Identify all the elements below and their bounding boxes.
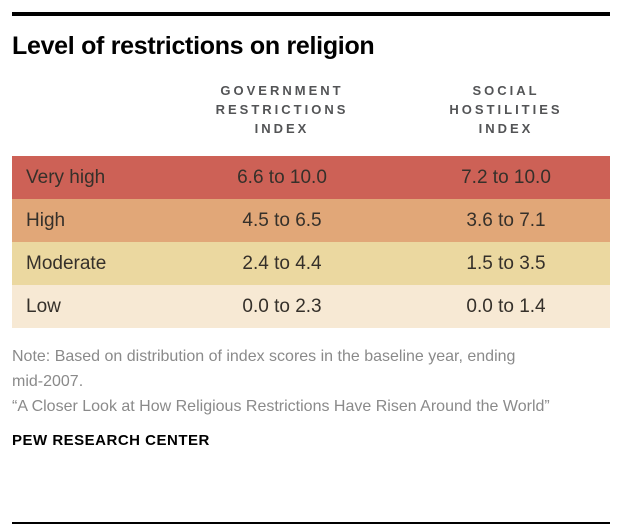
note-text: Note: Based on distribution of index sco… bbox=[12, 348, 516, 390]
row-label-low: Low bbox=[12, 285, 162, 328]
shi-value-high: 3.6 to 7.1 bbox=[402, 199, 610, 242]
column-header-social-hostilities-index: SOCIAL HOSTILITIES INDEX bbox=[449, 83, 563, 136]
restrictions-table: GOVERNMENT RESTRICTIONS INDEX SOCIAL HOS… bbox=[12, 81, 610, 328]
row-label-very-high: Very high bbox=[12, 156, 162, 199]
pew-infographic-card: Level of restrictions on religion GOVERN… bbox=[0, 12, 622, 524]
row-label-moderate: Moderate bbox=[12, 242, 162, 285]
gri-value-low: 0.0 to 2.3 bbox=[162, 285, 402, 328]
shi-value-moderate: 1.5 to 3.5 bbox=[402, 242, 610, 285]
gri-value-high: 4.5 to 6.5 bbox=[162, 199, 402, 242]
column-header-government-restrictions-index: GOVERNMENT RESTRICTIONS INDEX bbox=[215, 83, 349, 136]
report-title-quote: “A Closer Look at How Religious Restrict… bbox=[12, 398, 550, 415]
shi-value-low: 0.0 to 1.4 bbox=[402, 285, 610, 328]
bottom-rule bbox=[12, 522, 610, 524]
row-label-high: High bbox=[12, 199, 162, 242]
gri-value-very-high: 6.6 to 10.0 bbox=[162, 156, 402, 199]
column-header-empty bbox=[12, 81, 162, 156]
gri-value-moderate: 2.4 to 4.4 bbox=[162, 242, 402, 285]
pew-research-center-branding: PEW RESEARCH CENTER bbox=[12, 432, 210, 449]
top-rule bbox=[12, 12, 610, 16]
chart-title: Level of restrictions on religion bbox=[12, 32, 375, 60]
shi-value-very-high: 7.2 to 10.0 bbox=[402, 156, 610, 199]
footnotes: Note: Based on distribution of index sco… bbox=[12, 344, 610, 419]
